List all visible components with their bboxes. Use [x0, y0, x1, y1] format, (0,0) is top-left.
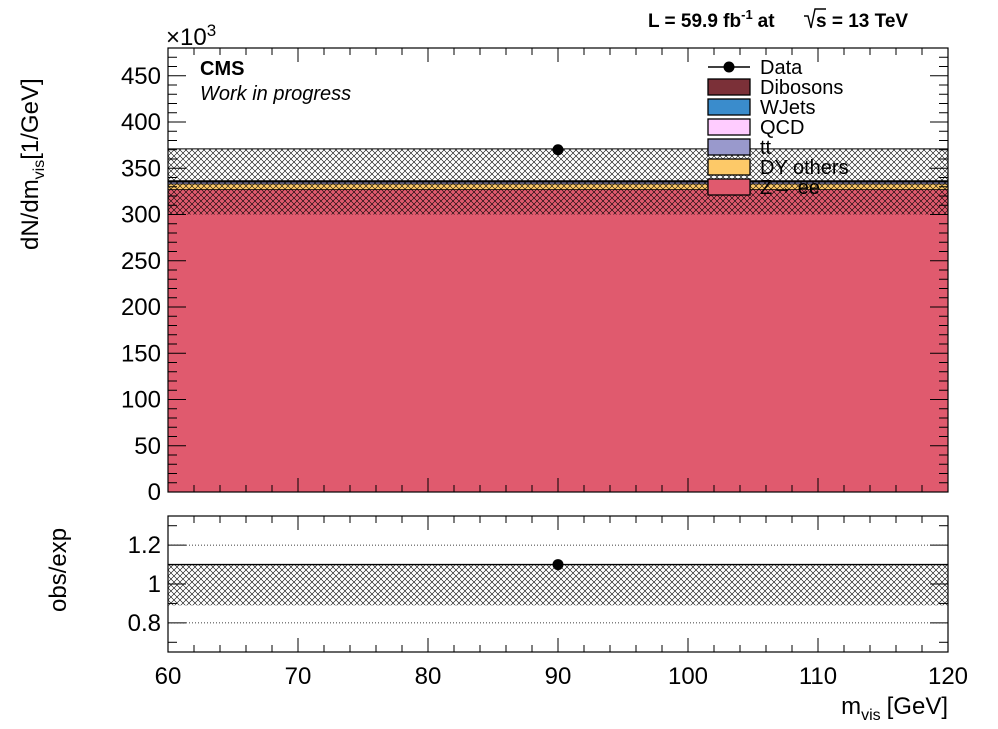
ratio-y-axis: 0.8 1 1.2 — [128, 525, 948, 643]
legend-swatch — [707, 118, 751, 136]
sqrt-s-label: s = 13 TeV — [816, 11, 908, 32]
ratio-y-tick-label: 0.8 — [128, 610, 161, 637]
status-label: Work in progress — [200, 83, 351, 105]
ratio-data-point — [552, 559, 564, 571]
legend-swatch — [707, 98, 751, 116]
lumi-at: at — [758, 11, 776, 32]
ratio-data-points — [552, 559, 564, 571]
stack-segment-0 — [168, 189, 948, 492]
main-y-tick-label: 200 — [121, 294, 161, 321]
ratio-gridlines — [168, 544, 948, 624]
stacked-histogram — [168, 180, 948, 492]
main-x-axis — [167, 48, 949, 492]
legend-swatch — [707, 78, 751, 96]
main-y-tick-label: 350 — [121, 155, 161, 182]
x-tick-label: 120 — [928, 663, 968, 690]
x-tick-label: 60 — [155, 663, 182, 690]
ratio-uncertainty-band — [168, 564, 948, 606]
ylabel-a: dN/dm — [17, 179, 44, 250]
main-y-tick-label: 300 — [121, 202, 161, 229]
legend-label: Dibosons — [760, 77, 843, 99]
legend-label: QCD — [760, 117, 804, 139]
cms-label: CMS — [200, 58, 244, 80]
legend-swatch — [707, 158, 751, 176]
exponent-label: ×103 — [166, 21, 216, 51]
main-y-tick-label: 150 — [121, 340, 161, 367]
x-tick-label: 80 — [415, 663, 442, 690]
legend-label: tt — [760, 137, 772, 159]
main-y-tick-label: 400 — [121, 109, 161, 136]
main-y-tick-label: 50 — [134, 433, 161, 460]
ylabel-b: [1/GeV] — [17, 78, 44, 159]
main-y-tick-label: 100 — [121, 387, 161, 414]
x-tick-label: 110 — [799, 663, 837, 690]
main-y-axis: 0 50 100 150 200 250 300 350 400 450 — [121, 47, 948, 506]
sqrt-symbol — [804, 8, 826, 29]
x-tick-label: 100 — [668, 663, 708, 690]
legend-swatch — [707, 138, 751, 156]
legend-data-marker — [723, 61, 735, 73]
data-point — [552, 144, 564, 156]
main-y-tick-label: 0 — [148, 479, 161, 506]
legend-label: WJets — [760, 97, 816, 119]
lumi-text: L = 59.9 fb — [648, 11, 741, 32]
uncertainty-band — [168, 148, 948, 215]
luminosity-label: L = 59.9 fb-1 at — [648, 7, 775, 32]
ylabel-sub: vis — [31, 160, 48, 180]
exponent-base: ×10 — [166, 24, 207, 51]
main-y-tick-label: 250 — [121, 248, 161, 275]
lumi-sup: -1 — [741, 7, 753, 22]
ratio-y-axis-title: obs/exp — [45, 528, 72, 612]
ratio-y-tick-label: 1 — [148, 571, 161, 598]
xlabel-b: [GeV] — [887, 693, 948, 720]
xlabel-sub: vis — [861, 707, 881, 724]
xlabel-a: m — [841, 693, 861, 720]
legend-swatch — [707, 178, 751, 196]
exponent-power: 3 — [207, 21, 216, 40]
x-tick-label: 90 — [545, 663, 572, 690]
x-axis-title: mvis [GeV] — [841, 693, 948, 724]
ratio-y-tick-label: 1.2 — [128, 532, 161, 559]
legend-label: Z→ ee — [760, 177, 820, 199]
legend-label: Data — [760, 57, 803, 79]
ratio-x-axis: 60 70 80 90 100 110 120 — [155, 516, 968, 690]
legend-label: DY others — [760, 157, 849, 179]
x-tick-label: 70 — [285, 663, 312, 690]
ratio-panel: 0.8 1 1.2 60 70 80 90 100 110 120 — [128, 515, 968, 690]
data-points — [552, 144, 564, 156]
main-y-tick-label: 450 — [121, 63, 161, 90]
main-y-axis-title: dN/dmvis[1/GeV] — [17, 78, 48, 250]
main-panel: 0 50 100 150 200 250 300 350 400 450 — [121, 47, 949, 506]
